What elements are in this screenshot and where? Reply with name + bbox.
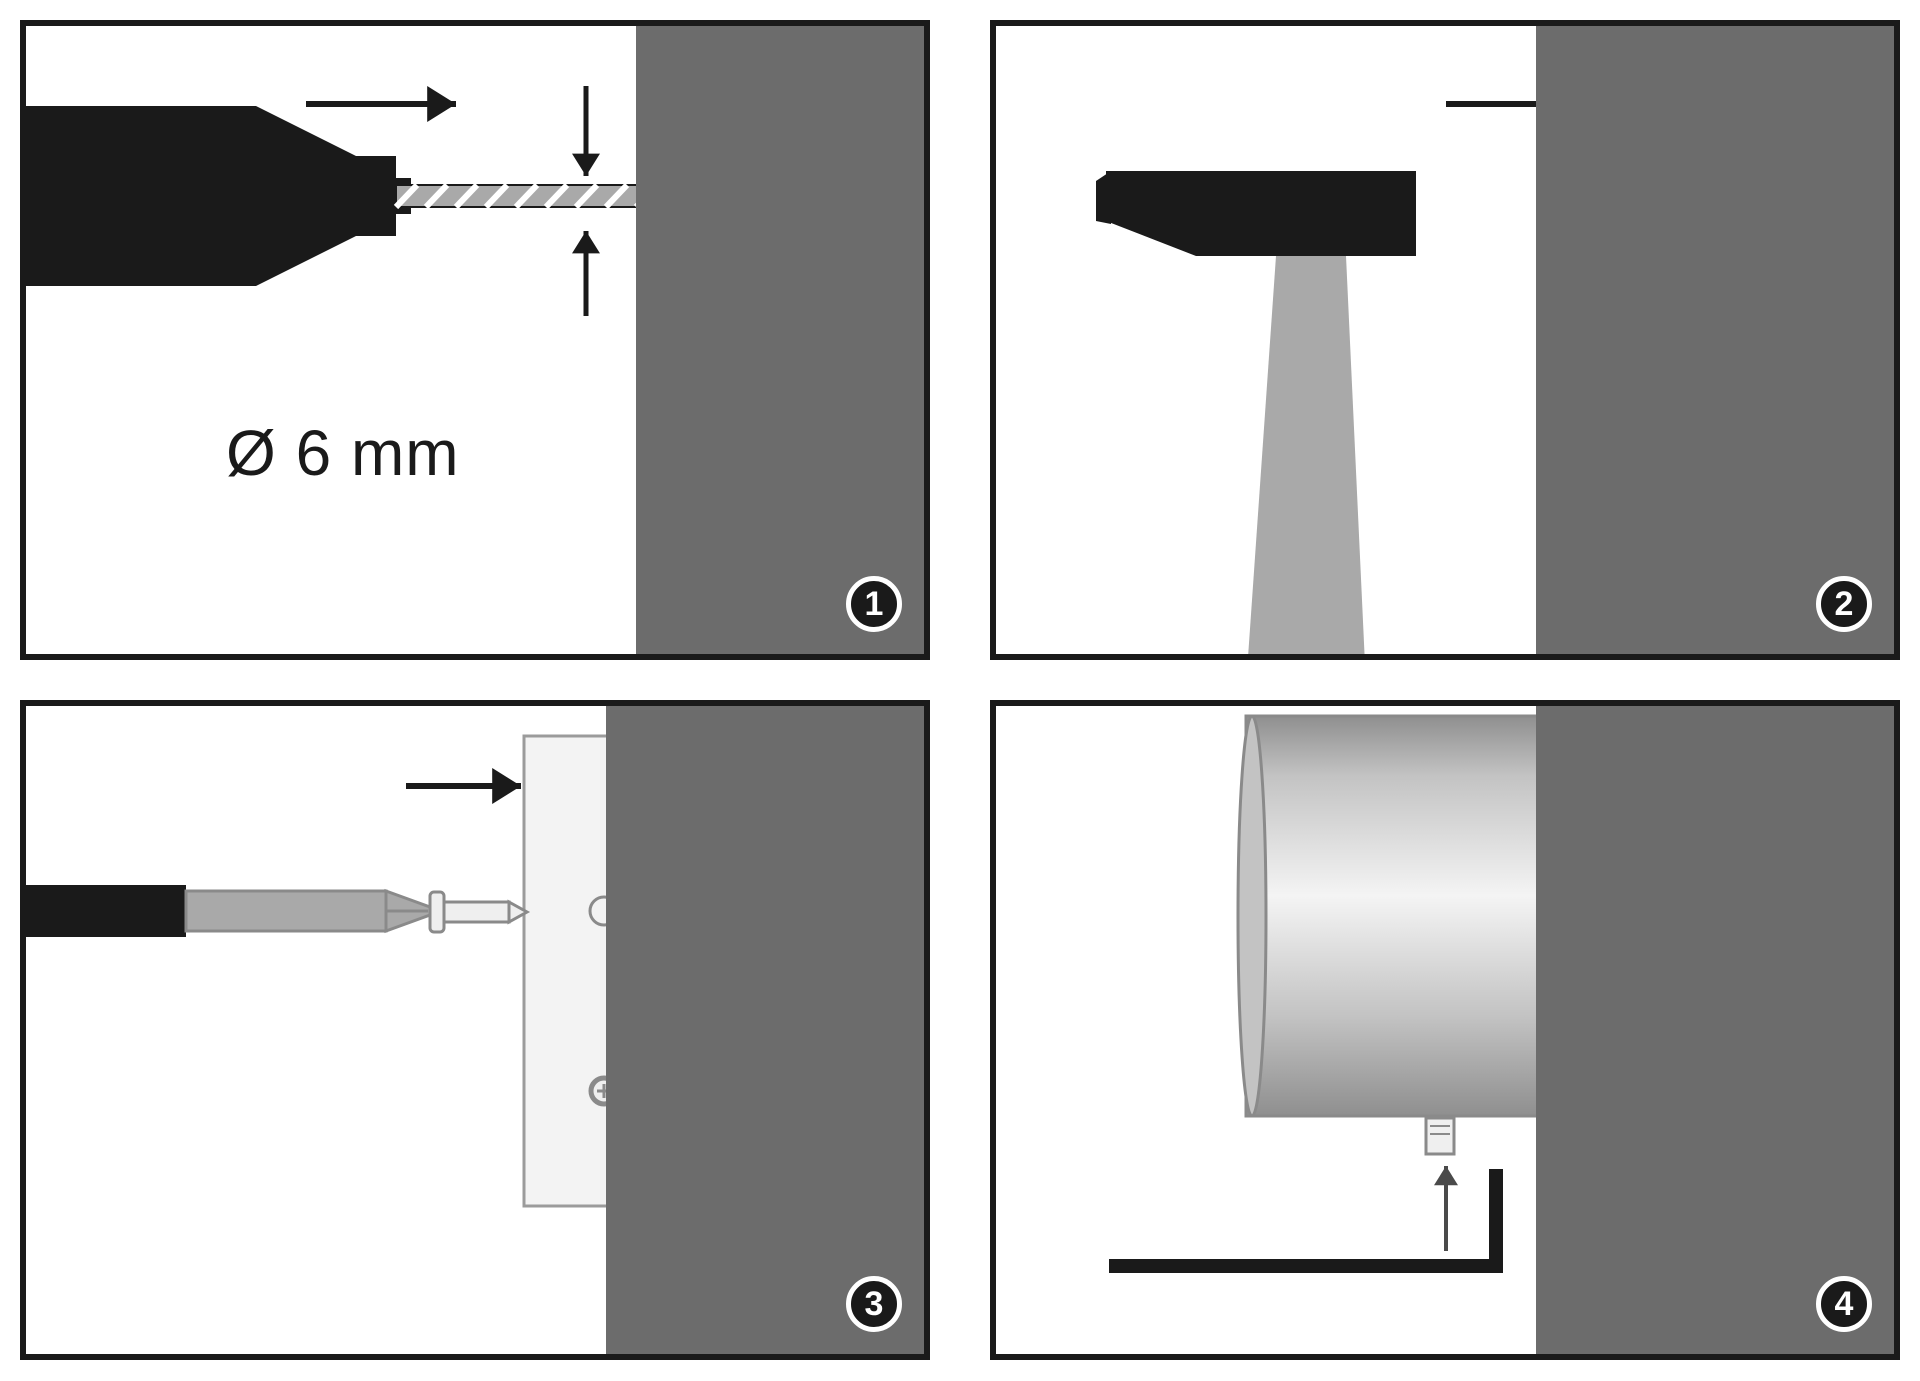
wall [606,706,924,1354]
instruction-diagram: Ø 6 mm 1 2 3 4 [0,0,1920,1381]
panel-3-screw-bracket: 3 [20,700,930,1360]
step-number-badge: 2 [1816,576,1872,632]
panel-2-hammer-plug: 2 [990,20,1900,660]
diameter-label: Ø 6 mm [226,416,460,490]
step-number-badge: 1 [846,576,902,632]
panel-4-mount-holder: 4 [990,700,1900,1360]
wall [1536,26,1894,654]
wall [636,26,924,654]
wall [1536,706,1894,1354]
step-number-badge: 4 [1816,1276,1872,1332]
panel-1-drill: Ø 6 mm 1 [20,20,930,660]
step-number-badge: 3 [846,1276,902,1332]
